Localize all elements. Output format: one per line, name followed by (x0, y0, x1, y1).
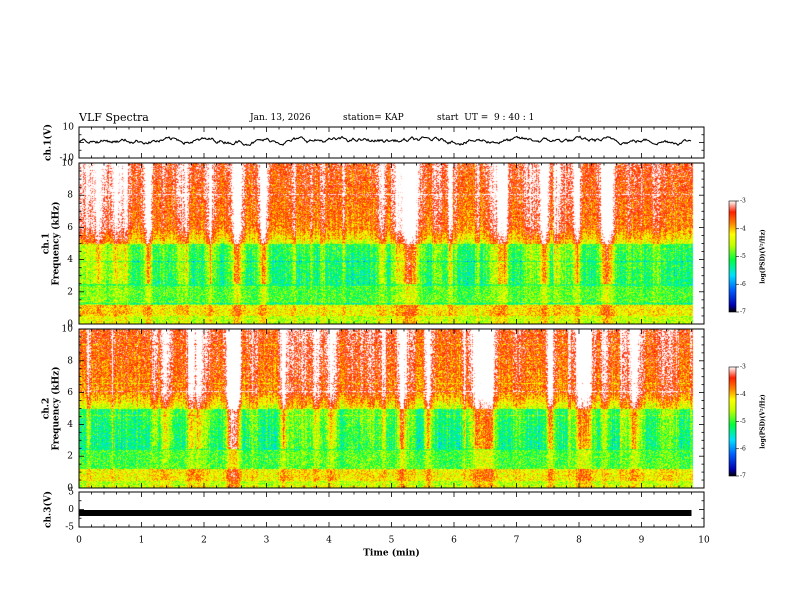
ch1-spec-y-label-channel: ch.1 (42, 233, 52, 254)
x-tick-label: 7 (514, 536, 520, 546)
ch1-spec-y-tick-label: 8 (67, 191, 73, 201)
x-tick-label: 0 (76, 536, 82, 546)
ch1-spec-y-tick-label: 10 (62, 159, 74, 169)
ch1-wave-y-label: ch.1(V) (43, 124, 54, 161)
ch1-spec-y-tick-label: 6 (67, 223, 73, 233)
ch1-spec-colorbar-tick-label: -7 (740, 309, 746, 316)
ch1-spec-colorbar-tick-label: -5 (740, 253, 746, 260)
ch1-spec-y-tick-label: 0 (67, 320, 73, 330)
ch2-spec-y-tick-label: 10 (62, 325, 74, 335)
ch2-spec-colorbar-tick-label: -7 (740, 473, 746, 480)
ch1-wave-y-tick-label: 10 (63, 123, 75, 133)
ch2-spec-y-tick-label: 2 (67, 452, 73, 462)
ch3-wave-y-tick-label: 0 (68, 505, 74, 515)
ch1-spectrogram-image (79, 163, 704, 324)
ch3-waveform-frame (78, 491, 705, 528)
ch2-spec-colorbar-tick-label: -3 (740, 364, 746, 371)
ch3-waveform-trace (79, 510, 692, 516)
ch2-spectrogram-image (79, 329, 704, 488)
ch2-spec-colorbar (728, 366, 737, 477)
ch1-spec-y-tick-label: 4 (67, 255, 73, 265)
ch1-spec-y-tick-label: 2 (67, 287, 73, 297)
ch3-wave-y-label: ch.3(V) (43, 491, 54, 528)
header-start-time: start UT = 9 : 40 : 1 (437, 113, 535, 123)
x-tick-label: 6 (451, 536, 457, 546)
ch2-spec-y-tick-label: 4 (67, 420, 73, 430)
x-tick-label: 9 (639, 536, 645, 546)
ch3-wave-y-tick-label: -5 (65, 523, 74, 533)
x-tick-label: 8 (576, 536, 582, 546)
x-tick-label: 2 (201, 536, 207, 546)
ch1-waveform-trace (78, 135, 692, 147)
figure-title: VLF Spectra (79, 111, 149, 124)
ch3-wave-y-tick-label: 5 (68, 488, 74, 498)
ch2-spec-y-tick-label: 8 (67, 356, 73, 366)
ch2-spec-colorbar-tick-label: -4 (740, 391, 746, 398)
ch1-spec-colorbar-tick-label: -4 (740, 225, 746, 232)
ch2-spec-y-label-frequency: Frequency (kHz) (51, 366, 62, 450)
ch2-spec-y-label-channel: ch.2 (42, 398, 52, 419)
ch1-spec-colorbar-tick-label: -6 (740, 281, 746, 288)
x-tick-label: 4 (326, 536, 332, 546)
ch1-spec-colorbar-tick-label: -3 (740, 198, 746, 205)
ch1-spec-colorbar-label: log(PSD)(V²/Hz) (760, 229, 767, 284)
x-tick-label: 3 (264, 536, 270, 546)
ch2-spec-colorbar-tick-label: -6 (740, 445, 746, 452)
x-axis-label: Time (min) (363, 548, 420, 559)
ch1-spec-y-label-frequency: Frequency (kHz) (51, 201, 62, 285)
x-tick-label: 10 (698, 536, 710, 546)
ch2-spec-colorbar-tick-label: -5 (740, 418, 746, 425)
header-station: station= KAP (343, 113, 404, 123)
header-date: Jan. 13, 2026 (250, 113, 311, 123)
x-tick-label: 5 (389, 536, 395, 546)
ch2-spec-y-tick-label: 0 (67, 484, 73, 494)
ch2-spec-y-tick-label: 6 (67, 388, 73, 398)
x-tick-label: 1 (139, 536, 145, 546)
ch2-spec-colorbar-label: log(PSD)(V²/Hz) (760, 394, 767, 449)
ch1-wave-y-tick-label: -10 (60, 154, 75, 164)
ch1-spec-colorbar (728, 200, 737, 313)
